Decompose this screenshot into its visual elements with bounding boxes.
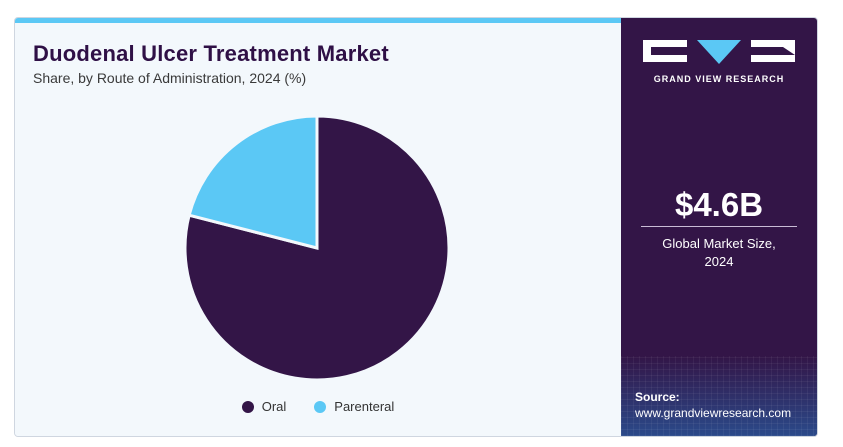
legend-swatch-oral xyxy=(241,400,254,413)
pie-slice-parenteral xyxy=(187,114,319,250)
background-texture xyxy=(621,356,817,436)
divider xyxy=(641,226,797,227)
source-link[interactable]: www.grandviewresearch.com xyxy=(635,406,792,420)
grand-view-research-logo xyxy=(643,40,795,64)
summary-panel: GRAND VIEW RESEARCH $4.6B Global Market … xyxy=(621,18,817,436)
chart-subtitle: Share, by Route of Administration, 2024 … xyxy=(33,70,307,86)
pie-chart xyxy=(183,114,451,382)
legend-item-oral: Oral xyxy=(241,399,287,414)
chart-panel: Duodenal Ulcer Treatment Market Share, b… xyxy=(15,23,621,436)
legend-item-parenteral: Parenteral xyxy=(314,399,394,414)
source-label: Source: xyxy=(635,390,680,404)
chart-title: Duodenal Ulcer Treatment Market xyxy=(33,41,389,66)
legend-label-parenteral: Parenteral xyxy=(334,399,395,414)
legend-label-oral: Oral xyxy=(261,399,287,414)
brand-name: GRAND VIEW RESEARCH xyxy=(653,74,785,84)
chart-legend: Oral Parenteral xyxy=(15,399,621,414)
infographic-card: Duodenal Ulcer Treatment Market Share, b… xyxy=(14,17,818,437)
market-size-label-line1: Global Market Size, xyxy=(662,236,776,251)
market-size-label-line2: 2024 xyxy=(704,254,734,269)
market-size-value: $4.6B xyxy=(674,186,764,223)
market-size-label: Global Market Size, 2024 xyxy=(621,235,817,271)
legend-swatch-parenteral xyxy=(314,400,327,413)
pie-slices xyxy=(183,114,451,382)
accent-bar xyxy=(15,18,621,23)
